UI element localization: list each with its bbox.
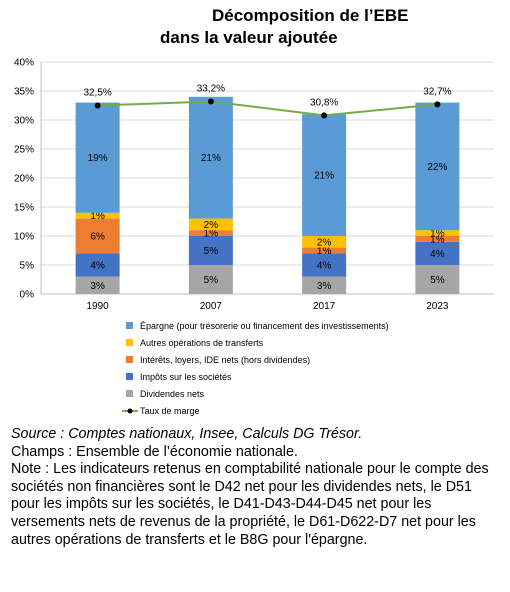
bar-segment bbox=[75, 218, 120, 254]
y-tick-label: 25% bbox=[14, 145, 34, 156]
data-label: 19% bbox=[88, 153, 108, 164]
bar-segment bbox=[188, 230, 233, 236]
line-point bbox=[434, 101, 441, 108]
legend-label: Dividendes nets bbox=[140, 389, 205, 399]
y-tick-label: 15% bbox=[14, 203, 34, 214]
source-text: Source : Comptes nationaux, Insee, Calcu… bbox=[11, 426, 363, 442]
legend-swatch bbox=[126, 356, 133, 363]
data-label: 1% bbox=[430, 234, 445, 245]
y-tick-label: 5% bbox=[20, 261, 35, 272]
bar-segment bbox=[415, 230, 460, 236]
data-label: 5% bbox=[204, 246, 219, 257]
x-tick-label: 2023 bbox=[426, 301, 449, 312]
data-label: 3% bbox=[317, 281, 332, 292]
line-data-label: 30,8% bbox=[310, 97, 338, 108]
legend-swatch bbox=[126, 339, 133, 346]
legend-label: Intérêts, loyers, IDE nets (hors dividen… bbox=[140, 355, 310, 365]
bar-segment bbox=[188, 236, 233, 265]
champs-text: Champs : Ensemble de l’économie national… bbox=[11, 443, 298, 460]
chart-title-line1: Décomposition de l’EBE bbox=[212, 6, 409, 25]
bar-segment bbox=[302, 114, 347, 236]
line-data-label: 32,7% bbox=[423, 86, 451, 97]
bar-segment bbox=[415, 241, 460, 265]
line-point bbox=[94, 102, 101, 109]
y-tick-label: 35% bbox=[14, 87, 34, 98]
data-label: 1% bbox=[430, 229, 445, 240]
bar-segment bbox=[415, 265, 460, 294]
data-label: 1% bbox=[317, 246, 332, 257]
bar-segment bbox=[75, 102, 120, 213]
y-tick-label: 20% bbox=[14, 174, 34, 185]
y-tick-label: 0% bbox=[20, 290, 35, 301]
bar-segment bbox=[302, 247, 347, 254]
x-tick-label: 1990 bbox=[87, 301, 110, 312]
line-data-label: 33,2% bbox=[197, 83, 225, 94]
notes-block: Source : Comptes nationaux, Insee, Calcu… bbox=[11, 426, 503, 549]
chart-title-line2: dans la valeur ajoutée bbox=[160, 28, 338, 47]
bar-segment bbox=[415, 236, 460, 242]
x-tick-label: 2007 bbox=[200, 301, 223, 312]
y-tick-label: 10% bbox=[14, 232, 34, 243]
data-label: 4% bbox=[317, 261, 332, 272]
data-label: 2% bbox=[317, 237, 332, 248]
bar-segment bbox=[75, 212, 120, 219]
data-label: 21% bbox=[201, 153, 221, 164]
line-series bbox=[97, 100, 438, 117]
data-label: 2% bbox=[204, 220, 219, 231]
data-label: 4% bbox=[430, 249, 445, 260]
legend-swatch bbox=[126, 390, 133, 397]
data-label: 4% bbox=[90, 261, 105, 272]
data-label: 1% bbox=[204, 229, 219, 240]
y-tick-label: 40% bbox=[14, 58, 34, 69]
stacked-bar-chart: 0% 5% 10% 15% 20% 25% 30% 35% 40% 3% 4% 6% 1% 19% 1990… bbox=[14, 58, 494, 416]
legend-label: Épargne (pour trésorerie ou financement … bbox=[140, 321, 389, 331]
legend-label: Impôts sur les sociétés bbox=[140, 372, 232, 382]
bar-segment bbox=[188, 265, 233, 294]
legend-swatch bbox=[127, 408, 133, 414]
bar-segment bbox=[302, 276, 347, 294]
legend-label: Taux de marge bbox=[140, 406, 200, 416]
legend-label: Autres opérations de transferts bbox=[140, 338, 264, 348]
data-label: 5% bbox=[430, 275, 445, 286]
line-point bbox=[207, 98, 214, 105]
data-label: 3% bbox=[90, 281, 105, 292]
legend-swatch bbox=[126, 373, 133, 380]
y-tick-label: 30% bbox=[14, 116, 34, 127]
note-text: Note : Les indicateurs retenus en compta… bbox=[11, 461, 489, 548]
line-data-label: 32,5% bbox=[83, 88, 111, 99]
line-point bbox=[321, 112, 328, 119]
data-label: 22% bbox=[427, 162, 447, 173]
x-tick-label: 2017 bbox=[313, 301, 336, 312]
bar-segment bbox=[188, 218, 233, 231]
legend-swatch bbox=[126, 322, 133, 329]
data-label: 1% bbox=[90, 211, 105, 222]
bar-segment bbox=[75, 276, 120, 294]
data-label: 6% bbox=[90, 232, 105, 243]
bar-segment bbox=[302, 253, 347, 277]
data-label: 5% bbox=[204, 275, 219, 286]
bar-segment bbox=[75, 253, 120, 277]
data-label: 21% bbox=[314, 171, 334, 182]
bar-segment bbox=[302, 236, 347, 248]
bar-segment bbox=[415, 102, 460, 231]
bar-segment bbox=[188, 96, 233, 219]
